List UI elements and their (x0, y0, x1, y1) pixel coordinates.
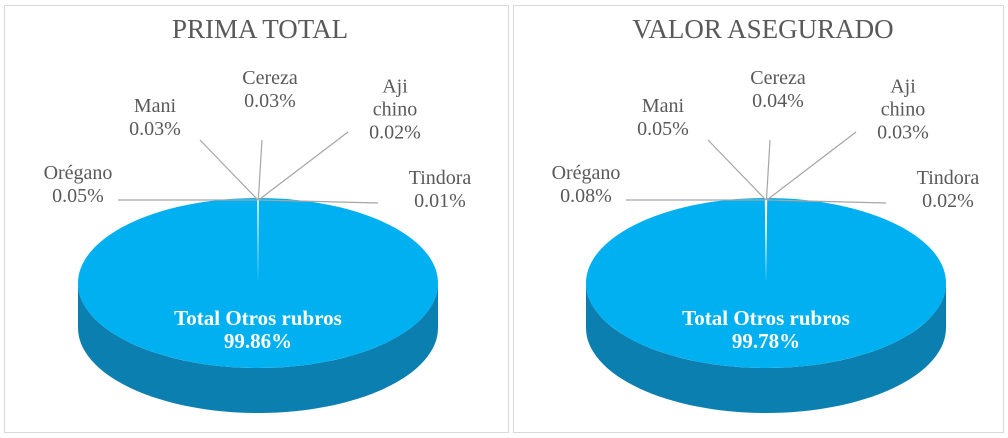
label-value: 0.05% (637, 118, 689, 140)
chart-title: PRIMA TOTAL (171, 14, 349, 44)
pie-side (78, 283, 438, 413)
leader-line (766, 131, 857, 201)
leader-line (257, 139, 263, 201)
label-value: 0.08% (560, 185, 612, 207)
pie-side (586, 283, 946, 413)
label-value: 99.86% (223, 329, 293, 353)
label-category: Aji chino (372, 75, 418, 121)
label-category: Total Otros rubros (682, 306, 850, 330)
data-label: Cereza 0.03% (242, 67, 298, 113)
chart-panel (513, 5, 1004, 433)
label-value: 0.03% (244, 90, 296, 112)
leader-line (707, 139, 767, 201)
data-label: Total Otros rubros 99.78% (682, 307, 850, 353)
data-label: Mani 0.03% (129, 95, 181, 141)
pie-slice (78, 198, 439, 368)
data-label: Mani 0.05% (637, 95, 689, 141)
label-category: Total Otros rubros (174, 306, 342, 330)
label-value: 99.78% (731, 329, 801, 353)
chart-title: VALOR ASEGURADO (632, 14, 894, 44)
label-category: Orégano (43, 162, 113, 184)
label-category: Cereza (750, 67, 806, 89)
leader-line (765, 139, 771, 201)
label-value: 0.01% (414, 190, 466, 212)
label-category: Mani (133, 95, 177, 117)
data-label: Orégano 0.08% (552, 162, 621, 208)
data-label: Tindora 0.02% (917, 167, 980, 213)
data-label: Aji chino 0.03% (873, 76, 933, 145)
label-value: 0.03% (877, 121, 929, 144)
leader-line (199, 139, 259, 201)
label-category: Tindora (916, 167, 980, 189)
label-category: Cereza (242, 67, 298, 89)
data-label: Orégano 0.05% (44, 162, 113, 208)
label-category: Tindora (408, 167, 472, 189)
label-value: 0.02% (369, 121, 421, 144)
label-category: Mani (641, 95, 685, 117)
leader-line (258, 199, 379, 204)
data-label: Total Otros rubros 99.86% (174, 307, 342, 353)
leader-line (258, 131, 349, 201)
pie-slice (586, 198, 947, 368)
data-label: Aji chino 0.02% (365, 76, 425, 145)
label-value: 0.02% (922, 190, 974, 212)
data-label: Cereza 0.04% (750, 67, 806, 113)
leader-line (767, 199, 887, 204)
label-category: Orégano (551, 162, 621, 184)
label-category: Aji chino (880, 75, 926, 121)
label-value: 0.05% (52, 185, 104, 207)
data-label: Tindora 0.01% (409, 167, 472, 213)
label-value: 0.04% (752, 90, 804, 112)
label-value: 0.03% (129, 118, 181, 140)
chart-panel (4, 5, 509, 433)
